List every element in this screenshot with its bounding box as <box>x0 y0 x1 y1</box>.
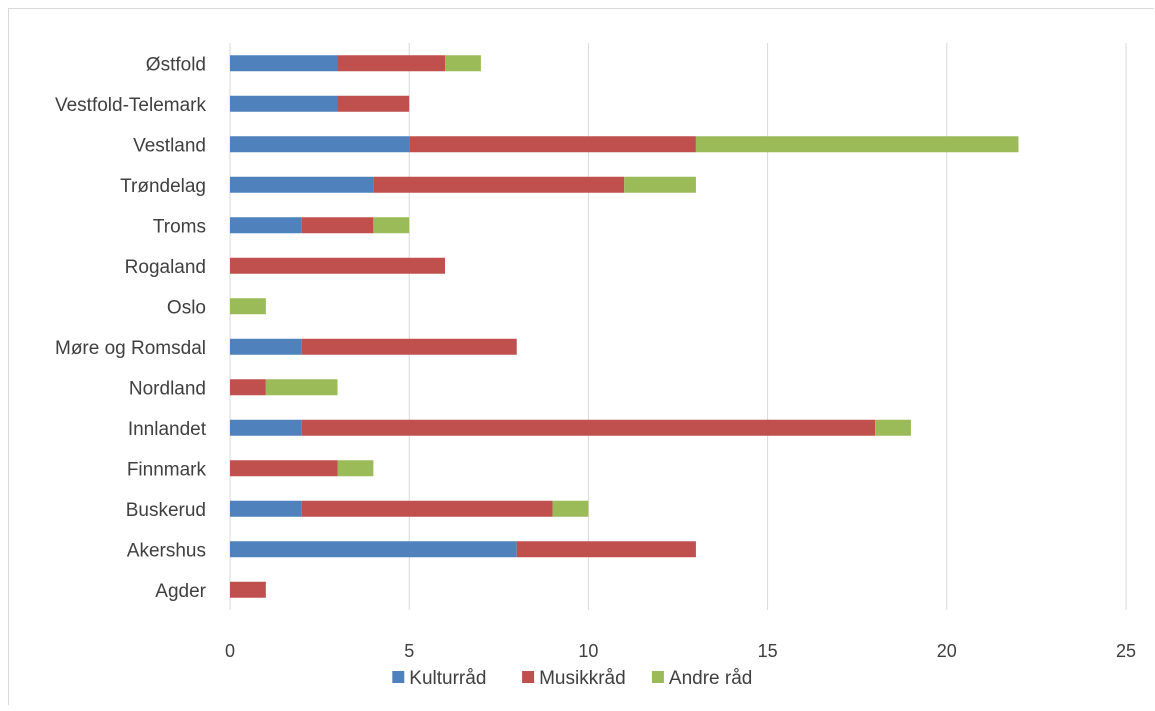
bar-segment <box>301 217 374 234</box>
category-label: Østfold <box>146 54 206 75</box>
bar-segment <box>301 500 553 517</box>
category-label: Buskerud <box>126 500 206 521</box>
bar-segment <box>230 176 374 193</box>
legend-label: Andre råd <box>669 668 752 689</box>
category-label: Agder <box>155 581 206 602</box>
bar-segment <box>337 55 446 72</box>
bar-segment <box>409 136 696 153</box>
x-tick-label: 15 <box>758 641 778 661</box>
legend-item: Musikkråd <box>522 668 626 689</box>
legend-swatch <box>392 671 405 683</box>
category-label: Vestfold-Telemark <box>55 95 207 116</box>
bar-segment <box>373 217 410 234</box>
gridlines <box>229 43 1127 610</box>
category-labels: Østfold Vestfold-Telemark Vestland Trøndela… <box>55 54 207 602</box>
bar-segment <box>230 257 446 274</box>
legend: Kulturråd Musikkråd Andre råd <box>392 668 752 689</box>
category-label: Møre og Romsdal <box>55 338 206 359</box>
category-label: Vestland <box>133 135 206 156</box>
bar-segment <box>301 419 876 436</box>
category-label: Akershus <box>127 540 206 561</box>
bar-segment <box>230 460 338 477</box>
legend-item: Andre råd <box>651 668 752 689</box>
bar-segment <box>230 95 338 112</box>
legend-swatch <box>522 671 535 683</box>
x-axis-tick-labels: 0 5 10 15 20 25 <box>225 641 1136 661</box>
bar-segment <box>230 338 302 355</box>
bar-segment <box>230 136 410 153</box>
bar-segment <box>230 379 266 396</box>
category-label: Finnmark <box>127 459 207 480</box>
bar-segment <box>301 338 517 355</box>
legend-item: Kulturråd <box>392 668 486 689</box>
category-label: Oslo <box>167 297 206 318</box>
bars <box>230 55 1019 598</box>
x-tick-label: 25 <box>1116 641 1136 661</box>
category-label: Rogaland <box>125 257 206 278</box>
bar-segment <box>337 95 410 112</box>
legend-swatch <box>651 671 664 683</box>
category-label: Trøndelag <box>120 176 206 197</box>
bar-segment <box>695 136 1019 153</box>
x-tick-label: 20 <box>937 641 957 661</box>
bar-segment <box>230 541 517 558</box>
bar-segment <box>516 541 696 558</box>
category-label: Nordland <box>129 378 206 399</box>
legend-label: Kulturråd <box>409 668 486 689</box>
bar-segment <box>373 176 625 193</box>
bar-segment <box>230 55 338 72</box>
x-tick-label: 10 <box>578 641 598 661</box>
x-tick-label: 0 <box>225 641 235 661</box>
legend-label: Musikkråd <box>539 668 626 689</box>
category-label: Innlandet <box>128 419 207 440</box>
bar-segment <box>230 581 266 598</box>
bar-segment <box>265 379 338 396</box>
bar-segment <box>230 500 302 517</box>
bar-segment <box>445 55 481 72</box>
bar-segment <box>552 500 589 517</box>
bar-segment <box>230 419 302 436</box>
bar-segment <box>230 217 302 234</box>
bar-segment <box>875 419 911 436</box>
bar-segment <box>337 460 374 477</box>
category-label: Troms <box>153 216 206 237</box>
x-tick-label: 5 <box>404 641 414 661</box>
bar-segment <box>230 298 266 315</box>
bar-segment <box>624 176 696 193</box>
